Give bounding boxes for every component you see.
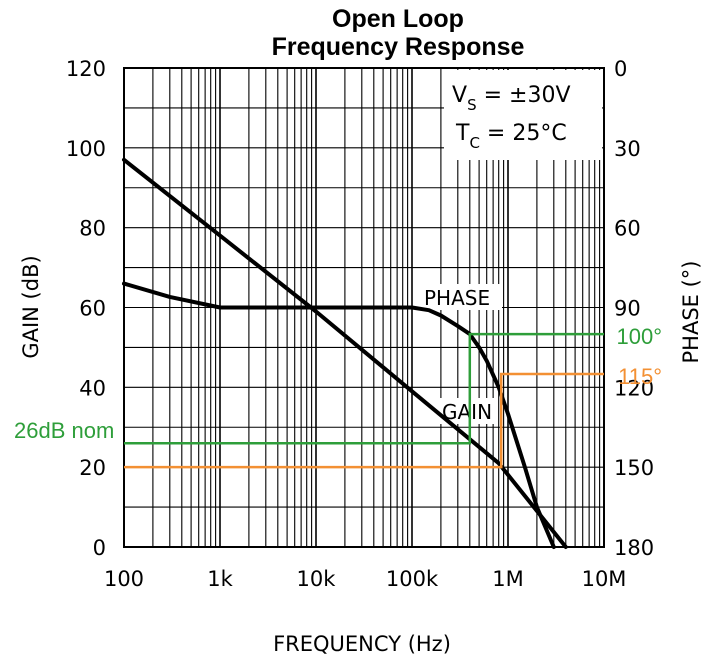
gain-tick-label: 40 (79, 376, 106, 400)
annotation-gain-label: 26dB nom (14, 418, 114, 443)
plot-frame (123, 67, 605, 548)
phase-curve-label: PHASE (424, 286, 490, 310)
gain-curve-label: GAIN (442, 400, 492, 424)
phase-tick-label: 180 (614, 536, 654, 560)
phase-curve (122, 281, 556, 549)
chart-title-line2: Frequency Response (272, 33, 525, 61)
gain-tick-label: 0 (93, 536, 106, 560)
phase-tick-label: 150 (614, 456, 654, 480)
frequency-tick-label: 10M (582, 567, 627, 591)
frequency-tick-label: 100 (104, 567, 144, 591)
annotation-guide-line (124, 332, 604, 445)
case-temperature-condition: TC = 25°C (455, 121, 567, 152)
frequency-tick-label: 100k (386, 567, 439, 591)
phase-tick-label: 60 (614, 217, 641, 241)
frequency-tick-label: 10k (297, 567, 337, 591)
frequency-axis-ticks: 100 1k 10k 100k 1M 10M (104, 567, 626, 591)
annotation-layer: 100° 26dB nom 115° (14, 324, 662, 469)
y-axis-label: GAIN (dB) (19, 255, 43, 358)
gain-curve (122, 157, 568, 549)
series-layer (122, 157, 568, 549)
gain-tick-label: 20 (79, 456, 106, 480)
gain-tick-label: 80 (79, 217, 106, 241)
gain-tick-label: 120 (66, 57, 106, 81)
phase-tick-label: 90 (614, 297, 641, 321)
phase-tick-label: 0 (614, 57, 627, 81)
frequency-tick-label: 1k (207, 567, 233, 591)
frequency-tick-label: 1M (492, 567, 523, 591)
annotation-phase-label: 115° (618, 364, 662, 389)
annotation-phase-label: 100° (616, 324, 662, 349)
y2-axis-label: PHASE (°) (679, 261, 703, 364)
conditions-box (444, 70, 602, 160)
phase-axis-ticks: 0 30 60 90 120 150 180 (614, 57, 654, 560)
supply-voltage-condition: VS = ±30V (452, 83, 571, 114)
x-axis-label: FREQUENCY (Hz) (273, 632, 451, 656)
phase-tick-label: 120 (614, 376, 654, 400)
chart-title-line1: Open Loop (332, 5, 464, 33)
gain-axis-ticks: 0 20 40 60 80 100 120 (66, 57, 106, 560)
phase-tick-label: 30 (614, 137, 641, 161)
annotation-guide-line (124, 372, 604, 469)
gain-tick-label: 100 (66, 137, 106, 161)
phase-label-bg (420, 284, 502, 310)
gain-tick-label: 60 (79, 297, 106, 321)
